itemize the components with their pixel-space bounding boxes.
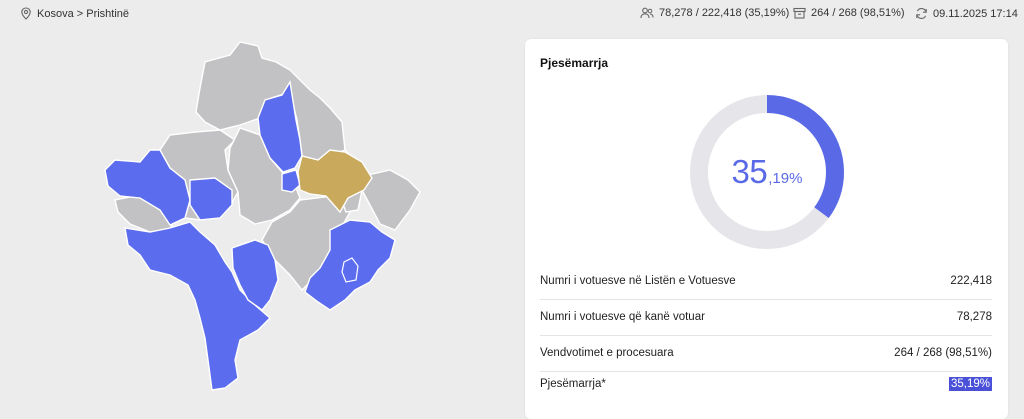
top-bar: Kosova > Prishtinë 78,278 / 222,418 (35,… xyxy=(0,0,1024,28)
refresh-icon xyxy=(916,8,927,19)
updated-stat-text: 09.11.2025 17:14 xyxy=(933,7,1018,20)
stat-row-label: Vendvotimet e procesuara xyxy=(540,347,674,359)
municipality-region[interactable] xyxy=(304,219,396,311)
stat-row: Pjesëmarrja* 35,19% xyxy=(540,366,992,402)
breadcrumb-text: Kosova > Prishtinë xyxy=(37,7,130,20)
updated-stat[interactable]: 09.11.2025 17:14 xyxy=(915,7,1018,20)
stat-row-value-highlighted[interactable]: 35,19% xyxy=(948,377,992,391)
stations-stat: 264 / 268 (98,51%) xyxy=(793,7,905,19)
stat-row: Numri i votuesve që kanë votuar 78,278 xyxy=(540,299,992,336)
stations-stat-text: 264 / 268 (98,51%) xyxy=(811,7,905,19)
stat-row-value: 264 / 268 (98,51%) xyxy=(894,347,992,359)
stat-row-label: Numri i votuesve në Listën e Votuesve xyxy=(540,275,736,287)
stat-row-label: Pjesëmarrja* xyxy=(540,378,606,390)
location-pin-icon xyxy=(21,7,31,20)
lake-outline xyxy=(341,257,359,283)
municipality-region[interactable] xyxy=(361,169,421,231)
ballot-box-icon xyxy=(793,7,806,19)
breadcrumb[interactable]: Kosova > Prishtinë xyxy=(20,7,129,20)
people-icon xyxy=(640,7,654,19)
turnout-donut xyxy=(690,95,844,249)
donut-arc xyxy=(690,95,844,249)
kosovo-map[interactable] xyxy=(100,36,430,396)
stat-row: Vendvotimet e procesuara 264 / 268 (98,5… xyxy=(540,335,992,372)
municipality-region[interactable] xyxy=(124,221,272,391)
stat-row-value: 78,278 xyxy=(956,311,992,323)
municipality-prishtine[interactable] xyxy=(297,149,373,214)
stat-row-label: Numri i votuesve që kanë votuar xyxy=(540,311,705,323)
stat-row: Numri i votuesve në Listën e Votuesve 22… xyxy=(540,263,992,300)
municipality-region[interactable] xyxy=(257,80,303,173)
voters-stat-text: 78,278 / 222,418 (35,19%) xyxy=(659,7,790,19)
voters-stat: 78,278 / 222,418 (35,19%) xyxy=(640,7,789,19)
turnout-panel: Pjesëmarrja 35,19% Numri i votuesve në L… xyxy=(525,39,1008,419)
municipality-region[interactable] xyxy=(231,239,279,311)
municipality-region[interactable] xyxy=(281,169,301,193)
panel-title: Pjesëmarrja xyxy=(540,56,609,70)
stat-row-value: 222,418 xyxy=(950,275,992,287)
municipality-region[interactable] xyxy=(189,177,233,221)
